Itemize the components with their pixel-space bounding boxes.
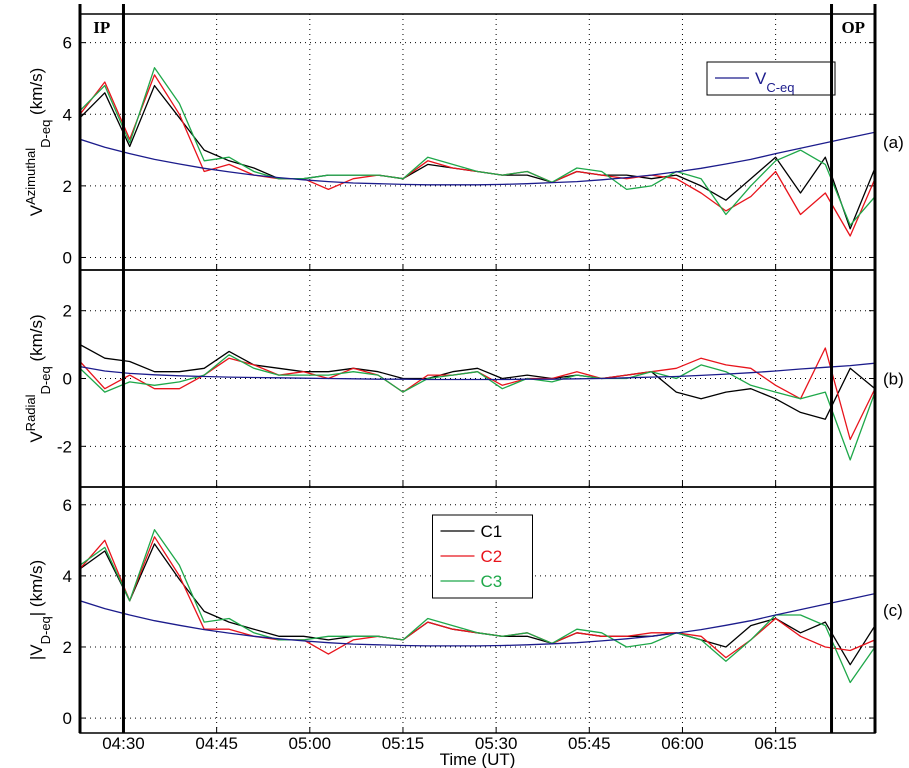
legend-name: C2 [481,547,503,566]
y-label-part: V [27,431,46,443]
axes-frame [79,13,876,271]
data-line [80,362,875,381]
y-tick-label: 6 [63,34,72,53]
data-line [80,131,875,186]
y-label-part: V [27,204,46,216]
y-tick-label: 0 [63,709,72,728]
y-label-part: D-eq [38,366,53,394]
y-tick-label: 6 [63,496,72,515]
x-tick-label: 04:45 [195,734,238,753]
x-tick-label: 06:15 [754,734,797,753]
legend-label: C2 [481,547,503,566]
y-tick-label: 2 [63,638,72,657]
legend-box [706,61,836,96]
x-tick-label: 05:45 [568,734,611,753]
y-tick-label: 4 [63,567,72,586]
data-line [80,529,875,684]
y-tick-label: 2 [63,177,72,196]
legend-name: C1 [481,522,503,541]
y-axis-label: VRadialD-eq (km/s) [23,314,53,442]
y-tick-label: -2 [57,437,72,456]
y-label-part: | (km/s) [27,560,46,616]
y-label-part: |V [27,644,46,660]
y-label-part: Radial [23,394,38,431]
y-label-part: (km/s) [27,68,46,120]
data-line [80,354,875,461]
event-label: IP [93,18,110,37]
y-axis-label: VAzimuthalD-eq (km/s) [23,68,53,217]
x-axis-label: Time (UT) [440,750,516,768]
x-tick-label: 05:00 [289,734,332,753]
y-tick-label: 0 [63,248,72,267]
legend-label: C1 [481,522,503,541]
y-label-part: Azimuthal [23,148,38,205]
data-line [80,592,875,647]
y-label-part: (km/s) [27,314,46,366]
x-tick-label: 06:00 [661,734,704,753]
legend-label: C3 [481,572,503,591]
x-tick-label: 05:30 [475,734,518,753]
legend-name: V [755,69,767,88]
legend-label: VC-eq [755,69,795,95]
data-line [80,67,875,226]
y-tick-label: 0 [63,370,72,389]
panel-label: (c) [883,601,903,620]
y-axis-label: |VD-eq| (km/s) [27,560,53,660]
y-tick-label: 4 [63,105,72,124]
legend-name: C3 [481,572,503,591]
event-label: OP [841,18,865,37]
data-line [80,84,875,230]
legend-name-sub: C-eq [766,80,794,95]
x-tick-label: 05:15 [382,734,425,753]
y-label-part: D-eq [38,616,53,644]
y-label-part: D-eq [38,120,53,148]
data-line [80,74,875,237]
data-line [80,347,875,441]
data-line [80,344,875,420]
y-tick-label: 2 [63,302,72,321]
panel-label: (a) [883,133,904,152]
x-tick-label: 04:30 [102,734,145,753]
panel-label: (b) [883,370,904,389]
